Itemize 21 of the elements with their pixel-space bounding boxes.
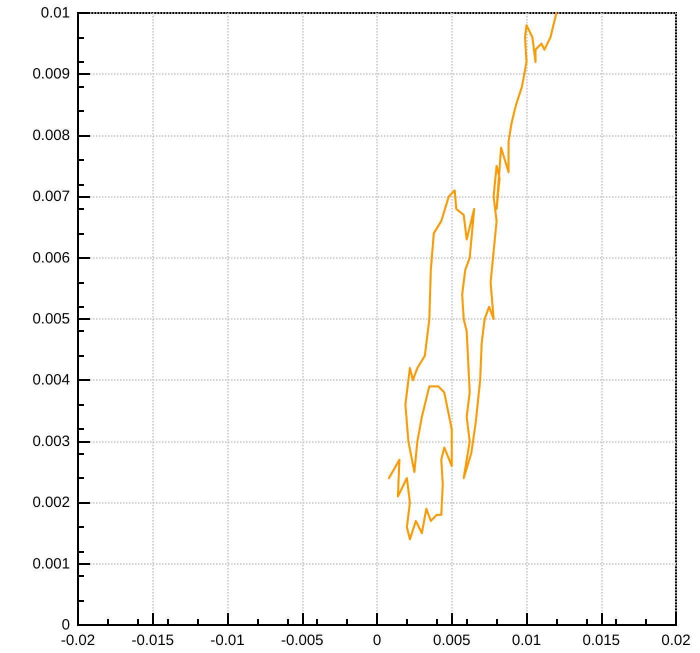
x-tick-label: 0.02 xyxy=(661,632,691,649)
y-tick-label: 0.008 xyxy=(32,126,70,144)
x-tick-label: -0.005 xyxy=(280,632,324,649)
x-tick-label: -0.02 xyxy=(60,632,96,649)
x-tick-label: 0 xyxy=(372,632,382,649)
y-tick-label: 0.01 xyxy=(40,4,70,22)
x-tick-label: -0.015 xyxy=(131,632,174,649)
y-tick-label: 0 xyxy=(62,616,70,634)
line-series xyxy=(388,12,558,540)
y-tick-label: 0.009 xyxy=(32,66,70,83)
x-tick-label: -0.01 xyxy=(210,632,245,649)
y-tick-label: 0.002 xyxy=(32,494,70,512)
x-tick-label: 0.015 xyxy=(582,632,620,649)
x-tick-label: 0.005 xyxy=(432,632,471,649)
y-tick-label: 0.005 xyxy=(32,310,70,328)
y-tick-label: 0.007 xyxy=(32,188,70,206)
y-tick-label: 0.004 xyxy=(32,372,70,389)
y-tick-label: 0.003 xyxy=(32,432,70,450)
x-tick-label: 0.01 xyxy=(512,632,542,649)
y-tick-label: 0.001 xyxy=(32,555,70,572)
y-tick-label: 0.006 xyxy=(32,249,70,266)
